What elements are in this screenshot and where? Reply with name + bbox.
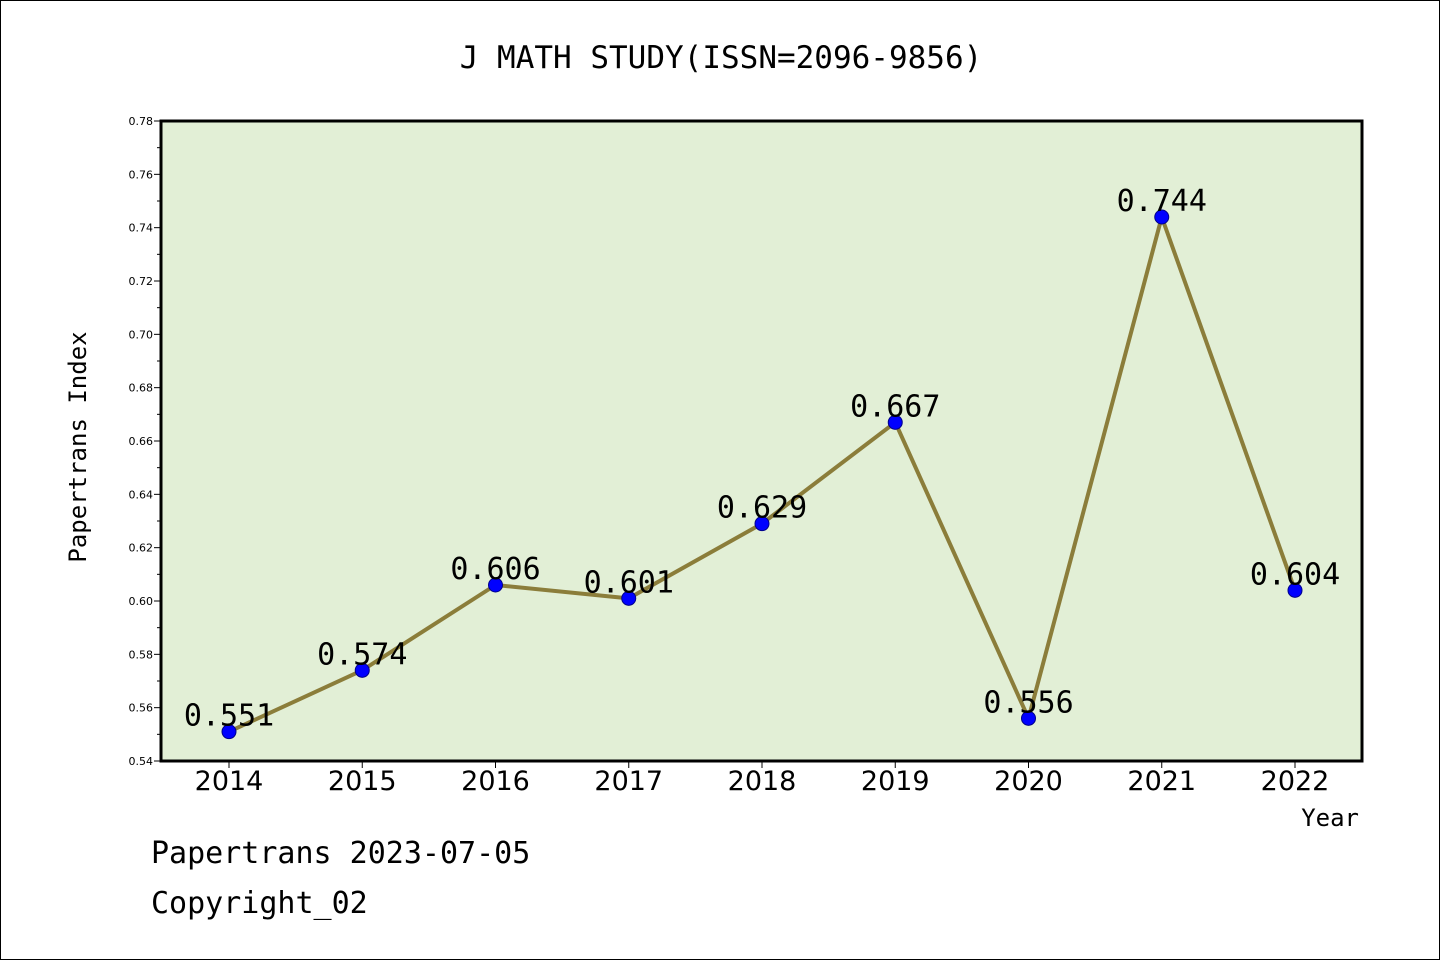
y-tick-label: 0.62 [129,542,154,555]
x-tick-label: 2014 [195,766,264,797]
y-axis: 0.54 0.56 0.58 0.60 0.62 0.64 0.66 0.68 0.70 0.72… [129,115,161,768]
data-point [221,724,237,740]
y-tick-label: 0.76 [129,168,154,181]
x-axis-label: Year [1301,804,1359,832]
y-tick-label: 0.78 [129,115,154,128]
x-tick-label: 2020 [994,766,1063,797]
data-label: 0.601 [584,565,674,600]
data-point [1287,582,1303,598]
x-tick-label: 2021 [1127,766,1196,797]
data-point [887,414,903,430]
data-label: 0.604 [1250,557,1340,592]
y-axis-label: Papertrans Index [64,331,92,562]
data-point [1154,209,1170,225]
series-layer: 0.551 0.574 0.606 0.601 0.629 0.667 0.556 0.744… [184,184,1340,740]
y-tick-label: 0.70 [129,328,154,341]
data-point [354,662,370,678]
data-label: 0.667 [850,389,940,424]
y-tick-label: 0.66 [129,435,154,448]
y-tick-label: 0.58 [129,648,154,661]
y-tick-label: 0.64 [129,488,154,501]
data-point [754,516,770,532]
y-tick-label: 0.72 [129,275,154,288]
y-tick-label: 0.60 [129,595,154,608]
data-label: 0.556 [983,685,1073,720]
data-label: 0.606 [450,552,540,587]
footer-copyright: Copyright_02 [151,886,368,921]
data-label: 0.629 [717,491,807,526]
y-tick-label: 0.74 [129,222,154,235]
y-tick-label: 0.68 [129,382,154,395]
data-point [621,590,637,606]
x-tick-label: 2018 [728,766,797,797]
plot-area [159,119,1364,763]
x-tick-label: 2022 [1261,766,1330,797]
data-label: 0.551 [184,699,274,734]
y-tick-label: 0.56 [129,702,154,715]
data-point [488,577,503,593]
data-label: 0.744 [1117,184,1207,219]
x-tick-label: 2019 [861,766,930,797]
data-label: 0.574 [317,637,407,672]
footer-date: Papertrans 2023-07-05 [151,836,531,871]
x-tick-label: 2017 [594,766,663,797]
x-tick-label: 2015 [328,766,397,797]
x-axis: 2014 2015 2016 2017 2018 2019 2020 2021 2022 [195,761,1330,797]
y-tick-label: 0.54 [129,755,154,768]
data-point [1021,710,1036,726]
chart-title: J MATH STUDY(ISSN=2096-9856) [460,40,983,76]
x-tick-label: 2016 [461,766,530,797]
